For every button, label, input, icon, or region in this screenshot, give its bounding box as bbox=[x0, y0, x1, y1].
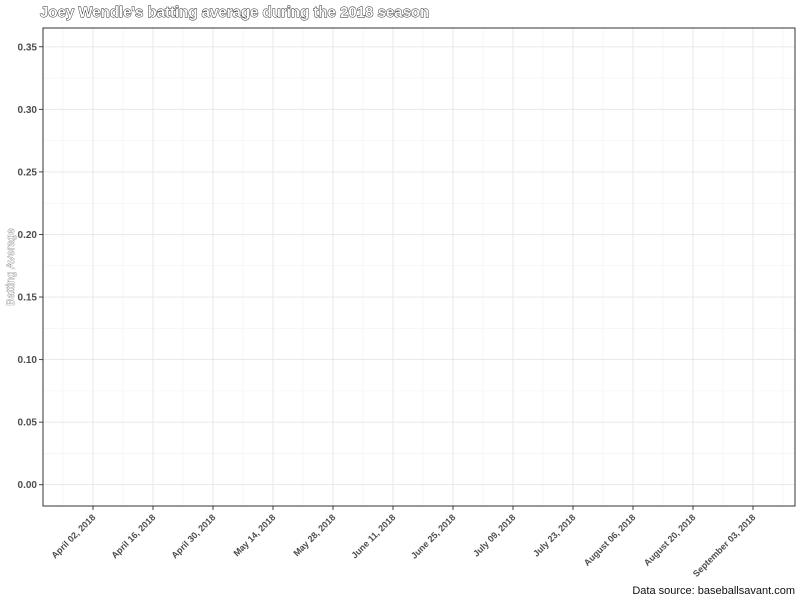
x-tick-label: May 28, 2018 bbox=[291, 512, 337, 558]
y-tick-label: 0.10 bbox=[18, 355, 38, 366]
x-tick-label: April 30, 2018 bbox=[169, 512, 217, 560]
x-tick-label: June 25, 2018 bbox=[409, 512, 457, 560]
caption: Data source: baseballsavant.com bbox=[632, 585, 795, 597]
x-tick-label: May 14, 2018 bbox=[231, 512, 277, 558]
x-tick-label: July 23, 2018 bbox=[531, 512, 577, 558]
y-tick-label: 0.15 bbox=[18, 293, 38, 304]
y-tick-label: 0.00 bbox=[18, 480, 38, 491]
y-tick-label: 0.30 bbox=[18, 105, 38, 116]
x-tick-label: July 09, 2018 bbox=[471, 512, 517, 558]
y-tick-label: 0.05 bbox=[18, 418, 38, 429]
y-axis-label: Batting Average bbox=[5, 228, 17, 305]
x-tick-label: August 06, 2018 bbox=[582, 512, 638, 568]
x-tick-label: April 16, 2018 bbox=[109, 512, 157, 560]
y-tick-label: 0.20 bbox=[18, 230, 38, 241]
x-tick-label: August 20, 2018 bbox=[642, 512, 698, 568]
chart-title: Joey Wendle's batting average during the… bbox=[40, 4, 429, 21]
plot-panel bbox=[42, 27, 796, 507]
y-tick-label: 0.25 bbox=[18, 167, 38, 178]
x-tick-label: June 11, 2018 bbox=[349, 512, 397, 560]
x-axis: April 02, 2018 April 16, 2018 April 30, 20… bbox=[49, 506, 757, 579]
x-tick-label: September 03, 2018 bbox=[691, 512, 758, 579]
x-tick-label: April 02, 2018 bbox=[49, 512, 97, 560]
grid bbox=[43, 28, 795, 506]
y-axis: 0.00 0.05 0.10 0.15 0.20 0.25 0.30 0.35 bbox=[18, 42, 43, 491]
y-tick-label: 0.35 bbox=[18, 42, 38, 53]
